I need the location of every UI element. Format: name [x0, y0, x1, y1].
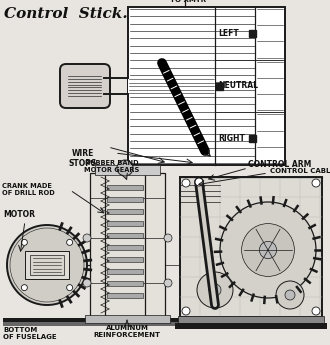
FancyBboxPatch shape — [60, 64, 110, 108]
Circle shape — [197, 272, 233, 308]
Text: WIRE
STOPS: WIRE STOPS — [69, 149, 97, 168]
Circle shape — [276, 281, 304, 309]
Circle shape — [67, 239, 73, 245]
Bar — [178, 316, 324, 324]
Bar — [107, 293, 143, 298]
Circle shape — [164, 279, 172, 287]
Bar — [249, 30, 256, 37]
Bar — [256, 61, 284, 111]
Circle shape — [7, 225, 87, 305]
Text: CRANK MADE
OF DRILL ROD: CRANK MADE OF DRILL ROD — [2, 183, 55, 196]
Text: TO XMTR: TO XMTR — [170, 0, 206, 3]
Circle shape — [242, 224, 294, 276]
Bar — [85, 315, 170, 323]
Circle shape — [209, 284, 221, 296]
Bar — [107, 209, 143, 214]
Circle shape — [21, 285, 27, 290]
Circle shape — [312, 179, 320, 187]
Text: RIGHT: RIGHT — [218, 134, 245, 143]
Bar — [107, 197, 143, 202]
Circle shape — [312, 307, 320, 315]
Circle shape — [220, 202, 316, 298]
Bar — [128, 78, 215, 94]
Bar — [30, 255, 64, 275]
Text: BOTTOM
OF FUSELAGE: BOTTOM OF FUSELAGE — [3, 327, 57, 340]
Text: Control  Stick.: Control Stick. — [4, 7, 128, 21]
Circle shape — [117, 160, 133, 176]
Bar — [175, 323, 327, 329]
Text: CONTROL ARM: CONTROL ARM — [248, 160, 312, 169]
Bar — [249, 135, 256, 142]
Circle shape — [67, 285, 73, 290]
Bar — [256, 114, 284, 164]
Bar — [107, 233, 143, 238]
Bar — [256, 8, 284, 59]
Bar — [180, 177, 322, 317]
Circle shape — [285, 290, 295, 300]
Text: NEUTRAL: NEUTRAL — [218, 81, 258, 90]
Text: ALUMINUM
REINFORCEMENT: ALUMINUM REINFORCEMENT — [93, 325, 160, 338]
Circle shape — [21, 239, 27, 245]
Circle shape — [182, 307, 190, 315]
Bar — [95, 165, 160, 175]
Text: RUBBER BAND
MOTOR GEARS: RUBBER BAND MOTOR GEARS — [84, 160, 140, 173]
Bar — [107, 269, 143, 274]
Bar — [107, 185, 143, 190]
Circle shape — [259, 241, 277, 259]
Circle shape — [83, 234, 91, 242]
Text: LEFT: LEFT — [218, 29, 239, 38]
Circle shape — [83, 279, 91, 287]
Text: MOTOR: MOTOR — [3, 210, 35, 219]
Bar — [25, 251, 69, 279]
Circle shape — [182, 179, 190, 187]
Bar — [128, 7, 285, 165]
Circle shape — [195, 178, 203, 186]
Bar — [107, 245, 143, 250]
Circle shape — [164, 234, 172, 242]
Bar — [90, 173, 165, 318]
Bar — [107, 257, 143, 262]
Bar — [216, 82, 223, 89]
Bar — [3, 318, 218, 323]
Bar — [3, 322, 218, 326]
Text: CONTROL CABLE: CONTROL CABLE — [270, 168, 330, 174]
Bar — [107, 221, 143, 226]
Bar — [107, 281, 143, 286]
